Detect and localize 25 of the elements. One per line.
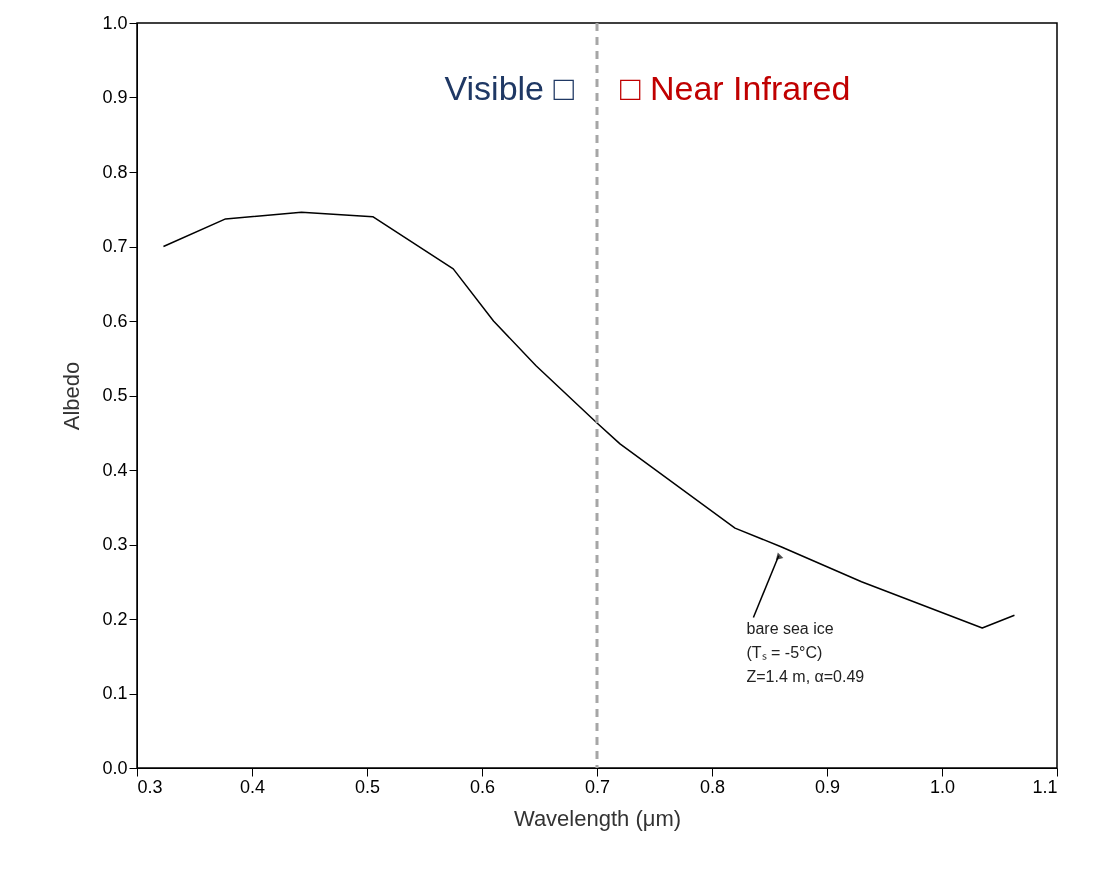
y-tick-label: 0.4 <box>102 459 128 480</box>
y-tick-label: 0.5 <box>102 385 128 405</box>
y-tick-label: 0.2 <box>102 608 128 629</box>
x-tick-label: 1.1 <box>1032 776 1058 797</box>
y-axis-title: Albedo <box>59 361 85 431</box>
y-tick-label: 0.0 <box>102 757 128 778</box>
x-tick-label: 1.0 <box>929 776 956 797</box>
x-axis-title: Wavelength (μm) <box>513 805 682 831</box>
y-tick-label: 0.3 <box>102 534 128 554</box>
y-tick-label: 0.6 <box>102 310 128 331</box>
y-tick-label: 0.8 <box>102 161 128 182</box>
x-tick-label: 0.8 <box>699 776 726 797</box>
x-tick-label: 0.7 <box>584 776 611 797</box>
x-tick-label: 0.4 <box>239 776 266 797</box>
y-tick-label: 1.0 <box>102 12 128 33</box>
annotation: Visible □ <box>444 69 575 108</box>
annotation: bare sea ice (Tₛ = -5°C) Z=1.4 m, α=0.49 <box>746 620 865 686</box>
x-tick-label: 0.6 <box>469 776 496 797</box>
x-tick-label: 0.9 <box>814 776 841 797</box>
y-tick-label: 0.9 <box>102 87 128 107</box>
y-tick-label: 0.1 <box>102 683 128 703</box>
annotation: □ Near Infrared <box>620 69 851 108</box>
y-tick-label: 0.7 <box>102 236 128 256</box>
x-tick-label: 0.3 <box>137 776 163 797</box>
x-tick-label: 0.5 <box>354 776 381 797</box>
